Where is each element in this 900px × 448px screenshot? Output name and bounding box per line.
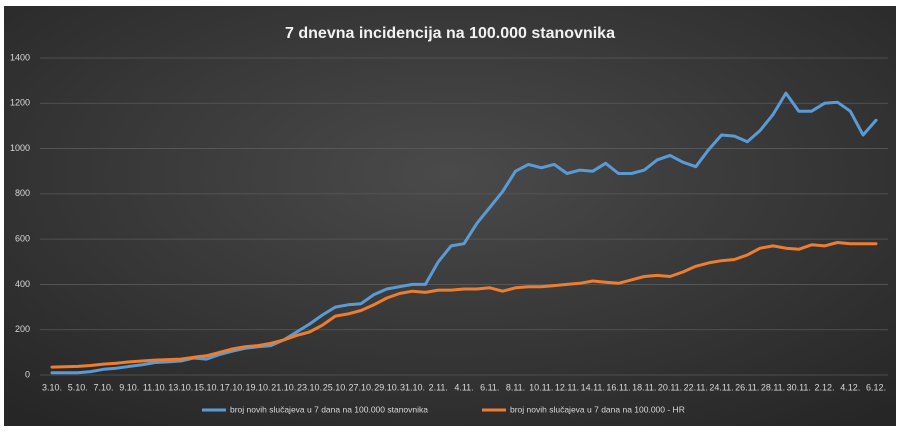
x-tick-label: 16.11. [606, 382, 630, 392]
y-tick-label: 1400 [10, 52, 30, 62]
x-tick-label: 29.10. [374, 382, 399, 392]
series-line [50, 241, 878, 369]
chart-title: 7 dnevna incidencija na 100.000 stanovni… [285, 25, 615, 42]
x-tick-label: 7.10. [93, 382, 113, 392]
x-tick-label: 12.11. [555, 382, 579, 392]
x-tick-label: 30.11. [787, 382, 811, 392]
x-tick-label: 13.10. [168, 382, 193, 392]
y-tick-label: 400 [15, 279, 30, 289]
x-tick-label: 5.10. [68, 382, 88, 392]
x-tick-label: 8.11. [506, 382, 525, 392]
y-tick-label: 200 [15, 324, 30, 334]
x-tick-label: 15.10. [194, 382, 219, 392]
x-tick-label: 18.11. [632, 382, 656, 392]
x-tick-label: 2.11. [429, 382, 448, 392]
y-tick-label: 600 [15, 234, 30, 244]
x-tick-label: 6.11. [480, 382, 499, 392]
x-tick-label: 28.11. [761, 382, 785, 392]
x-tick-label: 4.12. [840, 382, 860, 392]
legend-label: broj novih slučajeva u 7 dana na 100.000… [510, 404, 685, 414]
chart-background [4, 6, 896, 426]
x-tick-label: 31.10. [400, 382, 425, 392]
x-tick-label: 3.10. [42, 382, 62, 392]
x-tick-label: 4.11. [454, 382, 473, 392]
x-tick-label: 9.10. [119, 382, 139, 392]
y-tick-label: 1000 [10, 143, 30, 153]
x-tick-label: 19.10. [245, 382, 270, 392]
x-tick-label: 10.11. [529, 382, 553, 392]
x-tick-label: 2.12. [814, 382, 834, 392]
x-tick-label: 24.11. [709, 382, 733, 392]
x-tick-label: 20.11. [658, 382, 682, 392]
x-tick-label: 14.11. [581, 382, 605, 392]
x-tick-label: 27.10. [348, 382, 373, 392]
x-tick-label: 25.10. [323, 382, 348, 392]
x-tick-label: 21.10. [271, 382, 296, 392]
x-tick-label: 26.11. [735, 382, 759, 392]
x-tick-label: 22.11. [684, 382, 708, 392]
x-tick-label: 6.12. [866, 382, 886, 392]
x-tick-label: 11.10. [143, 382, 167, 392]
x-tick-label: 17.10. [220, 382, 245, 392]
x-tick-label: 23.10. [297, 382, 322, 392]
y-tick-label: 1200 [10, 98, 30, 108]
y-tick-label: 0 [25, 369, 30, 379]
y-tick-label: 800 [15, 188, 30, 198]
legend-label: broj novih slučajeva u 7 dana na 100.000… [230, 404, 428, 414]
